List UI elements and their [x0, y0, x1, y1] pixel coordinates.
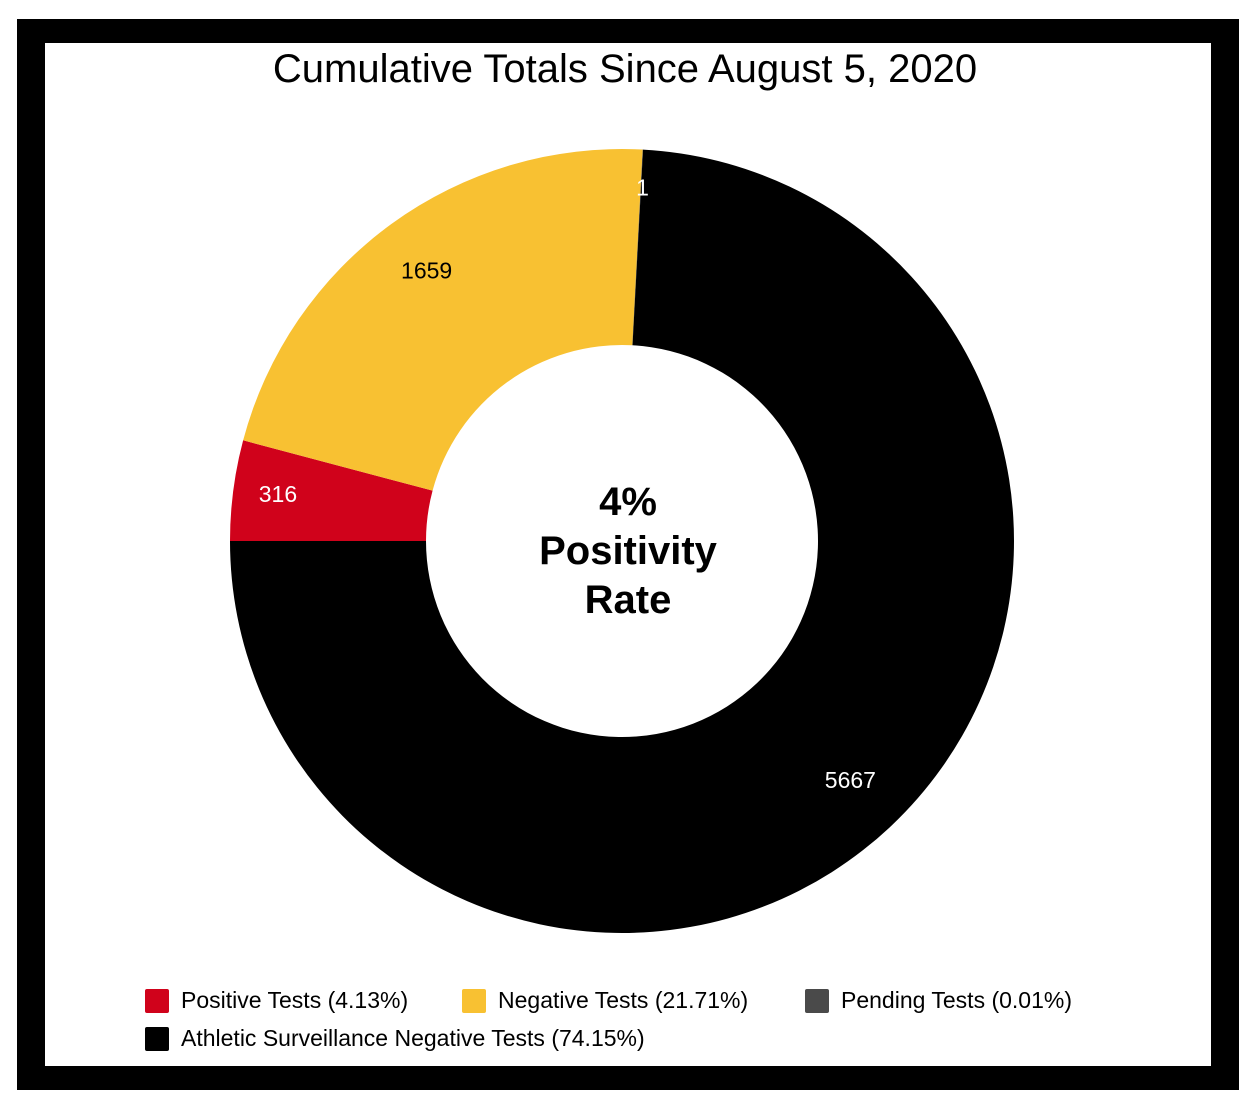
- data-label-positive: 316: [259, 481, 297, 507]
- legend-swatch-positive: [145, 988, 169, 1013]
- legend-label-negative: Negative Tests (21.71%): [498, 987, 749, 1013]
- donut-slices: [230, 149, 1014, 934]
- legend-item-athletic: Athletic Surveillance Negative Tests (74…: [145, 1025, 645, 1052]
- legend-item-negative: Negative Tests (21.71%): [462, 987, 748, 1014]
- legend-label-pending: Pending Tests (0.01%): [841, 987, 1072, 1013]
- data-label-pending: 1: [636, 175, 649, 201]
- positivity-rate-label: 4% Positivity Rate: [478, 478, 778, 625]
- data-label-negative: 1659: [401, 258, 452, 284]
- legend-swatch-pending: [805, 988, 829, 1013]
- legend-swatch-athletic: [145, 1026, 169, 1051]
- positivity-rate-line-1: Positivity: [539, 529, 717, 573]
- legend-label-positive: Positive Tests (4.13%): [181, 987, 409, 1013]
- slice-pending: [632, 149, 644, 346]
- donut-data-labels: 316 1659 1 5667: [259, 175, 876, 793]
- slice-athletic: [230, 149, 1014, 934]
- data-label-athletic: 5667: [825, 767, 876, 793]
- legend-swatch-negative: [462, 988, 486, 1013]
- legend-item-pending: Pending Tests (0.01%): [805, 987, 1072, 1014]
- slice-positive: [230, 440, 433, 541]
- chart-title: Cumulative Totals Since August 5, 2020: [272, 47, 978, 91]
- legend-label-athletic: Athletic Surveillance Negative Tests (74…: [181, 1025, 645, 1051]
- legend-item-positive: Positive Tests (4.13%): [145, 987, 408, 1014]
- positivity-rate-line-2: Rate: [584, 578, 672, 622]
- slice-negative: [243, 149, 643, 491]
- positivity-rate-value: 4%: [599, 480, 657, 524]
